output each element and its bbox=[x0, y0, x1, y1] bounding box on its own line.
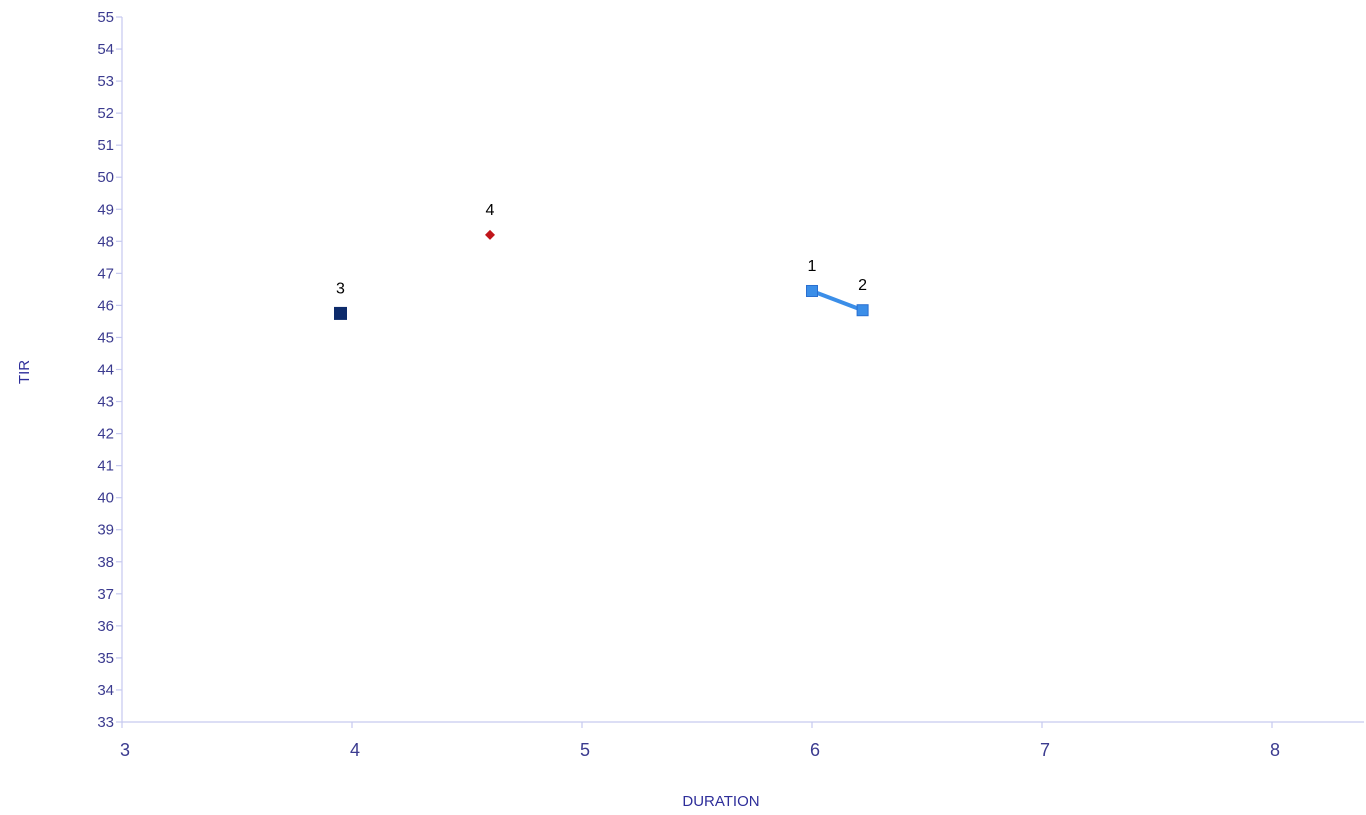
y-tick-label: 46 bbox=[97, 297, 114, 314]
y-axis-title: TIR bbox=[16, 360, 33, 384]
y-tick-label: 53 bbox=[97, 73, 114, 90]
y-tick-label: 37 bbox=[97, 586, 114, 603]
axes bbox=[121, 17, 1364, 723]
y-tick-label: 45 bbox=[97, 329, 114, 346]
y-tick-label: 52 bbox=[97, 105, 114, 122]
data-point bbox=[856, 304, 869, 317]
x-tick-label: 7 bbox=[1040, 740, 1050, 760]
y-tick-label: 33 bbox=[97, 714, 114, 731]
x-tick-label: 5 bbox=[580, 740, 590, 760]
y-tick-label: 54 bbox=[97, 41, 114, 58]
y-ticks: 33 34 35 36 37 38 39 40 41 42 43 44 45 46 47 48 49 50 51 52… bbox=[97, 9, 122, 731]
y-tick-label: 48 bbox=[97, 233, 114, 250]
y-tick-label: 39 bbox=[97, 522, 114, 539]
x-tick-label: 3 bbox=[120, 740, 130, 760]
y-tick-label: 47 bbox=[97, 265, 114, 282]
data-label: 1 bbox=[808, 258, 817, 275]
series-3: 4 bbox=[485, 202, 495, 240]
y-tick-label: 43 bbox=[97, 394, 114, 411]
y-tick-label: 41 bbox=[97, 458, 114, 475]
data-point bbox=[334, 306, 347, 320]
x-tick-label: 6 bbox=[810, 740, 820, 760]
y-tick-label: 55 bbox=[97, 9, 114, 26]
x-ticks: 3 4 5 6 7 8 bbox=[120, 722, 1280, 760]
data-point bbox=[485, 229, 495, 240]
data-label: 3 bbox=[336, 280, 345, 297]
x-tick-label: 8 bbox=[1270, 740, 1280, 760]
y-tick-label: 51 bbox=[97, 137, 114, 154]
y-tick-label: 44 bbox=[97, 362, 114, 379]
data-point bbox=[806, 284, 818, 297]
data-label: 4 bbox=[486, 202, 495, 219]
series-1: 12 bbox=[806, 258, 869, 317]
y-tick-label: 38 bbox=[97, 554, 114, 571]
x-axis-title: DURATION bbox=[682, 793, 759, 810]
y-tick-label: 42 bbox=[97, 426, 114, 443]
data-label: 2 bbox=[858, 277, 867, 294]
y-tick-label: 34 bbox=[97, 682, 114, 699]
y-tick-label: 35 bbox=[97, 650, 114, 667]
y-tick-label: 36 bbox=[97, 618, 114, 635]
y-tick-label: 40 bbox=[97, 490, 114, 507]
y-tick-label: 49 bbox=[97, 201, 114, 218]
series-line bbox=[811, 289, 864, 313]
series-2: 3 bbox=[334, 280, 347, 320]
y-tick-label: 50 bbox=[97, 169, 114, 186]
x-tick-label: 4 bbox=[350, 740, 360, 760]
